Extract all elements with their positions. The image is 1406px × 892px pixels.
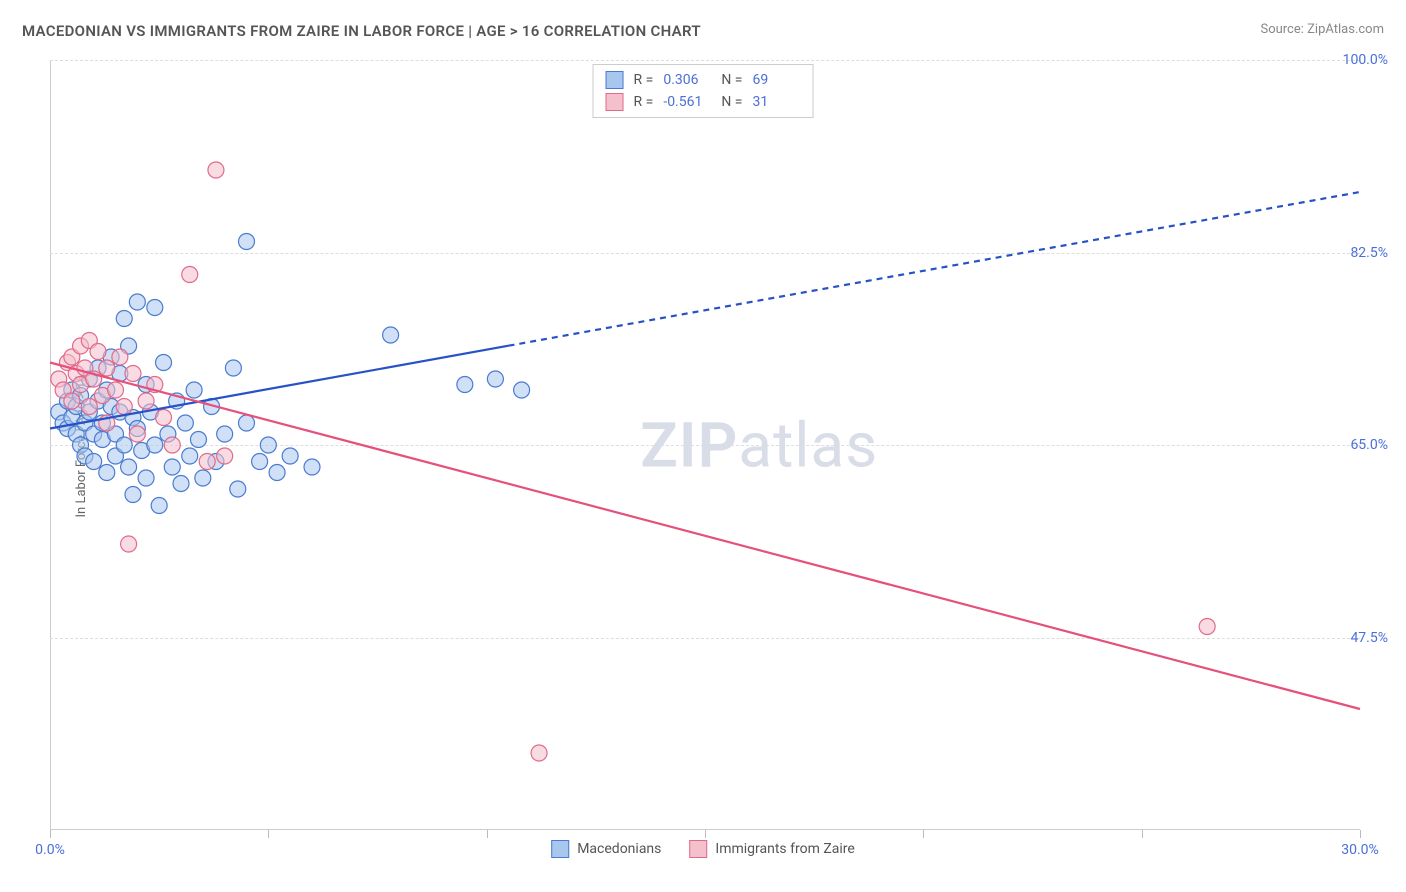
stat-row: R = -0.561 N = 31 [606,91,801,113]
data-point [487,371,503,387]
data-point [164,459,180,475]
correlation-stat-legend: R = 0.306 N = 69 R = -0.561 N = 31 [593,64,814,118]
data-point [151,498,167,514]
data-point [383,327,399,343]
data-point [138,470,154,486]
swatch-icon [606,71,624,89]
data-point [225,360,241,376]
data-point [208,162,224,178]
trend-line-extrapolated [509,192,1361,346]
n-label: N = [721,94,742,110]
r-value: 0.306 [663,72,711,88]
data-point [217,426,233,442]
data-point [217,448,233,464]
chart-title: MACEDONIAN VS IMMIGRANTS FROM ZAIRE IN L… [22,22,701,40]
data-point [239,415,255,431]
legend-item: Immigrants from Zaire [689,840,854,858]
data-point [129,426,145,442]
legend-label: Immigrants from Zaire [715,841,854,857]
data-point [64,393,80,409]
trend-line [50,363,1360,710]
data-point [99,465,115,481]
data-point [186,382,202,398]
data-point [156,355,172,371]
data-point [116,437,132,453]
data-point [1199,619,1215,635]
data-point [125,487,141,503]
data-point [182,448,198,464]
data-point [86,454,102,470]
data-point [108,382,124,398]
series-legend: Macedonians Immigrants from Zaire [551,840,855,858]
data-point [252,454,268,470]
data-point [121,459,137,475]
data-point [112,349,128,365]
source-attribution: Source: ZipAtlas.com [1260,22,1384,37]
data-point [514,382,530,398]
data-point [177,415,193,431]
data-point [116,399,132,415]
data-point [129,294,145,310]
data-point [195,470,211,486]
data-point [182,267,198,283]
data-point [457,377,473,393]
data-point [239,234,255,250]
r-label: R = [634,94,654,110]
stat-row: R = 0.306 N = 69 [606,69,801,91]
data-point [531,745,547,761]
x-tick-label: 0.0% [35,842,65,858]
data-point [260,437,276,453]
data-point [199,454,215,470]
data-point [90,344,106,360]
data-point [164,437,180,453]
swatch-icon [606,93,624,111]
r-value: -0.561 [663,94,711,110]
n-value: 69 [752,72,800,88]
data-point [147,437,163,453]
data-point [125,366,141,382]
data-point [282,448,298,464]
data-point [116,311,132,327]
data-point [99,360,115,376]
data-point [190,432,206,448]
swatch-icon [551,840,569,858]
data-point [304,459,320,475]
legend-item: Macedonians [551,840,661,858]
chart-container: MACEDONIAN VS IMMIGRANTS FROM ZAIRE IN L… [0,0,1406,892]
r-label: R = [634,72,654,88]
data-point [230,481,246,497]
swatch-icon [689,840,707,858]
data-point [81,399,97,415]
n-value: 31 [752,94,800,110]
data-point [138,393,154,409]
data-point [147,300,163,316]
data-point [173,476,189,492]
data-point [269,465,285,481]
x-tick-label: 30.0% [1341,842,1379,858]
data-point [156,410,172,426]
scatter-plot-svg [50,60,1360,830]
n-label: N = [721,72,742,88]
data-point [121,536,137,552]
legend-label: Macedonians [577,841,661,857]
